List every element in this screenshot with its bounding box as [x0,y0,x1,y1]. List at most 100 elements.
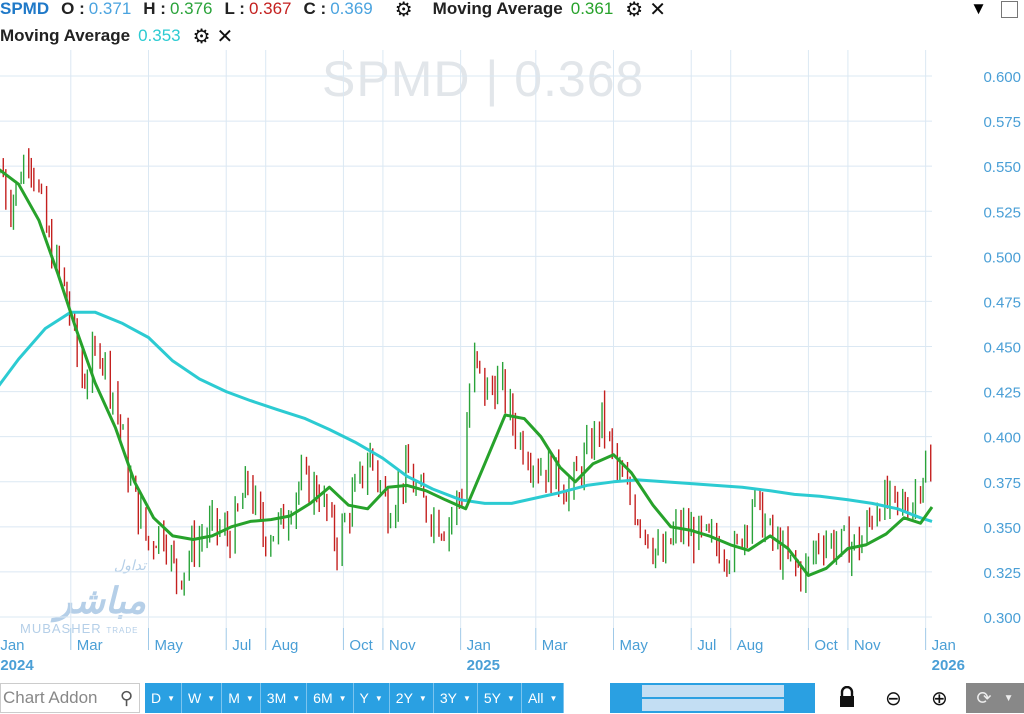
x-year-label: 2024 [0,657,34,674]
maximize-icon[interactable] [1001,0,1018,18]
period-button-m[interactable]: M ▼ [222,683,261,713]
logo-arabic-small: تداول [113,557,146,573]
period-button-5y[interactable]: 5Y ▼ [477,683,522,713]
refresh-button[interactable]: ⟳ ▼ [966,683,1024,713]
logo-english-main: MUBASHER [20,621,102,636]
ma-long-line [0,310,933,523]
ma2-legend: Moving Average 0.353 ⚙ ✕ [0,25,241,48]
period-label: M [228,690,240,706]
open-label: O : [61,0,85,18]
x-tick-label: Oct [814,637,838,654]
lock-glyph [840,685,854,707]
gear-icon[interactable]: ⚙ [394,0,413,21]
low-value: 0.367 [248,0,292,18]
x-tick-label: Jan [0,637,24,654]
x-year-label: 2025 [467,657,500,674]
caret-down-icon: ▼ [374,693,383,703]
mubasher-logo: تداول مباشر MUBASHER TRADE [20,540,160,636]
range-slider[interactable] [610,683,815,713]
y-tick-label: 0.600 [983,69,1021,86]
caret-down-icon: ▼ [507,693,515,703]
x-tick-label: Aug [737,637,764,654]
y-tick-label: 0.475 [983,294,1021,311]
window-controls: ▼ [970,0,1018,19]
zoom-in-icon[interactable]: ⊕ [931,688,948,710]
open-value: 0.371 [88,0,132,18]
ma2-gear-icon[interactable]: ⚙ [192,25,211,48]
period-label: Y [359,690,369,706]
y-tick-label: 0.350 [983,520,1021,537]
period-button-3m[interactable]: 3M ▼ [260,683,308,713]
x-tick-label: Nov [389,637,416,654]
period-label: 6M [313,690,333,706]
chart-addon-search[interactable]: Chart Addon ⚲ [0,683,140,713]
x-tick-label: Aug [272,637,299,654]
refresh-icon: ⟳ [976,687,992,708]
zoom-out-icon[interactable]: ⊖ [885,688,902,710]
x-year-label: 2026 [932,657,965,674]
y-tick-label: 0.300 [983,610,1021,627]
lock-icon[interactable] [838,685,856,714]
search-placeholder: Chart Addon [3,688,98,707]
period-button-2y[interactable]: 2Y ▼ [389,683,434,713]
x-tick-label: Jan [932,637,956,654]
period-label: W [188,690,202,706]
x-tick-label: Jul [697,637,716,654]
caret-down-icon: ▼ [207,693,216,703]
high-label: H : [143,0,166,18]
period-button-d[interactable]: D ▼ [145,683,183,713]
close-label: C : [303,0,327,18]
ma2-label: Moving Average [0,26,131,45]
symbol-watermark: SPMD | 0.368 [322,51,645,107]
caret-down-icon: ▼ [292,693,301,703]
y-tick-label: 0.325 [983,565,1021,582]
x-tick-label: Mar [542,637,568,654]
caret-down-icon: ▼ [245,693,254,703]
x-tick-label: Mar [77,637,103,654]
logo-arabic: تداول مباشر [20,540,160,619]
period-label: 5Y [483,690,502,706]
high-value: 0.376 [169,0,213,18]
range-slider-track [642,697,784,699]
ma1-label: Moving Average [432,0,563,18]
x-tick-label: Jan [467,637,491,654]
period-button-3y[interactable]: 3Y ▼ [433,683,478,713]
period-label: D [151,690,162,706]
caret-down-icon: ▼ [418,693,427,703]
ma2-close-icon[interactable]: ✕ [216,25,234,48]
ma1-close-icon[interactable]: ✕ [649,0,666,21]
refresh-caret-icon: ▼ [1003,692,1014,704]
y-tick-label: 0.425 [983,385,1021,402]
x-tick-label: May [620,637,649,654]
price-chart[interactable]: 0.600 0.575 0.550 0.525 0.500 0.475 0.450 0.425… [0,0,1024,683]
ma1-gear-icon[interactable]: ⚙ [625,0,644,21]
logo-arabic-main: مباشر [54,580,146,621]
period-label: All [527,690,544,706]
low-label: L : [224,0,245,18]
y-tick-label: 0.525 [983,204,1021,221]
dropdown-triangle-icon[interactable]: ▼ [970,0,987,18]
y-tick-label: 0.400 [983,430,1021,447]
period-button-6m[interactable]: 6M ▼ [307,683,354,713]
period-button-all[interactable]: All ▼ [521,683,565,713]
ma1-value: 0.361 [570,0,614,18]
caret-down-icon: ▼ [462,693,471,703]
x-tick-label: Jul [232,637,251,654]
y-tick-label: 0.500 [983,249,1021,266]
y-tick-label: 0.450 [983,340,1021,357]
ohlc-legend: SPMD O : 0.371 H : 0.376 L : 0.367 C : 0… [0,0,674,21]
close-value: 0.369 [330,0,373,18]
logo-english-small: TRADE [106,626,139,635]
y-tick-label: 0.550 [983,159,1021,176]
period-label: 2Y [395,690,413,706]
period-buttons: D ▼ W ▼ M ▼ 3M ▼ 6M ▼ Y ▼ 2Y ▼ 3Y ▼ 5Y ▼ All ▼ [145,683,565,713]
period-button-y[interactable]: Y ▼ [353,683,390,713]
chart-toolbar: Chart Addon ⚲ D ▼ W ▼ M ▼ 3M ▼ 6M ▼ Y ▼ 2Y ▼ 3Y ▼ 5Y ▼ All… [0,683,1024,713]
period-button-w[interactable]: W ▼ [182,683,223,713]
symbol-label: SPMD [0,0,50,18]
y-tick-label: 0.575 [983,114,1021,131]
period-label: 3M [266,690,287,706]
search-icon[interactable]: ⚲ [119,688,133,708]
ma2-value: 0.353 [138,26,181,45]
y-tick-label: 0.375 [983,475,1021,492]
